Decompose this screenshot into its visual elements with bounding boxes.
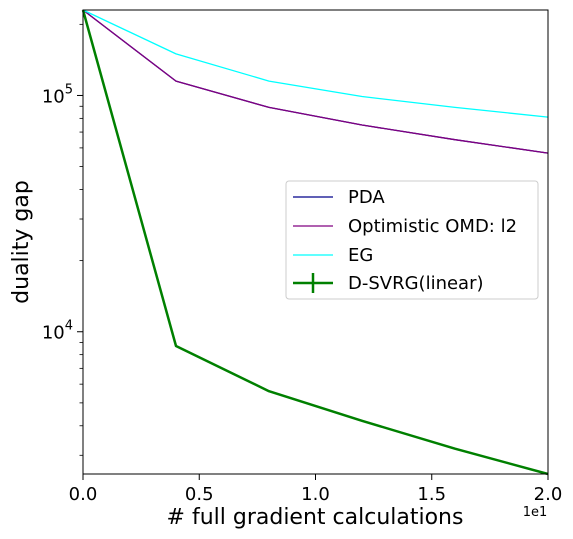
legend-box: [285, 180, 539, 300]
series-line-d-svrg-linear-: [81, 9, 549, 476]
legend-label: PDA: [348, 187, 385, 208]
x-tick-label: 2.0: [534, 484, 563, 505]
x-axis-ticks: 0.0 0.5 1.0 1.5 2.0: [69, 474, 563, 505]
legend: PDA Optimistic OMD: l2 EG D-SVRG(linear): [285, 180, 539, 300]
y-axis-label: duality gap: [9, 180, 34, 304]
legend-label: EG: [348, 245, 373, 266]
x-tick-label: 0.0: [69, 484, 98, 505]
x-tick-label: 0.5: [185, 484, 214, 505]
x-tick-label: 1.0: [301, 484, 330, 505]
series-line-pda: [82, 9, 549, 154]
x-tick-label: 1.5: [417, 484, 446, 505]
series-line-eg: [82, 9, 549, 118]
legend-label: Optimistic OMD: l2: [348, 216, 517, 237]
series-line-optimistic-omd-l2: [82, 9, 549, 154]
x-axis-offset-label: 1e1: [523, 505, 548, 520]
x-axis-label: # full gradient calculations: [167, 505, 464, 530]
y-tick-label: 104: [42, 319, 73, 344]
y-axis-ticks: 105 104: [42, 23, 83, 456]
legend-label: D-SVRG(linear): [348, 273, 484, 294]
y-tick-label: 105: [42, 82, 73, 107]
plot-lines: [81, 9, 549, 476]
